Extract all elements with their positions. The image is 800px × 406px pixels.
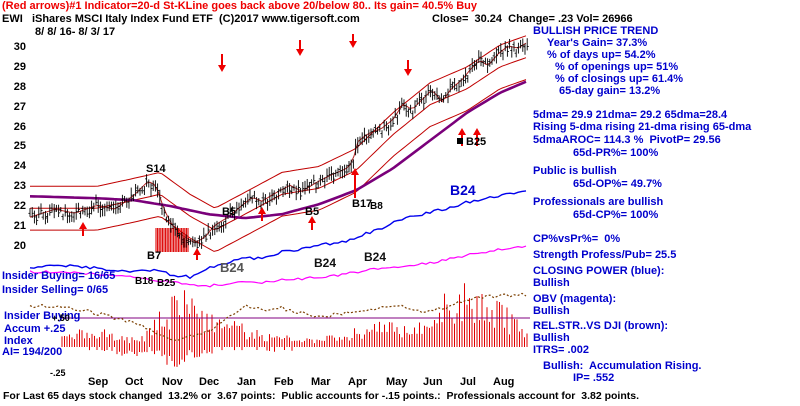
indicator-label: Accum +.25 — [4, 323, 66, 335]
month-tick-label: Feb — [274, 376, 294, 388]
month-tick-label: Mar — [311, 376, 331, 388]
indicator-label: AI= 194/200 — [2, 346, 63, 358]
stats-line: ITRS= .002 — [533, 344, 589, 356]
signal-label-b5: B5 — [305, 206, 320, 218]
signal-label-b25: B25 — [466, 136, 487, 148]
signal-label-s14: S14 — [146, 163, 166, 175]
signal-label-b8: B8 — [370, 201, 383, 212]
stats-line: 5dmaAROC= 114.3 % PivotP= 29.56 — [533, 134, 721, 146]
stats-line: CP%vsPr%= 0% — [533, 233, 621, 245]
signal-label-b24: B24 — [450, 182, 476, 198]
footer-summary: For Last 65 days stock changed 13.2% or … — [3, 390, 639, 402]
stats-line: 65d-OP%= 49.7% — [573, 178, 662, 190]
stats-line: IP= .552 — [573, 372, 615, 384]
stats-line: BULLISH PRICE TREND — [533, 25, 659, 37]
month-tick-label: Sep — [88, 376, 109, 388]
stats-line: OBV (magenta): — [533, 293, 617, 305]
stats-line: Bullish — [533, 277, 570, 289]
stats-line: Bullish: Accumulation Rising. — [543, 360, 702, 372]
stats-line: % of days up= 54.2% — [547, 49, 656, 61]
signal-label-b7: B7 — [147, 250, 162, 262]
price-tick-label: 26 — [13, 121, 26, 133]
stats-line: Public is bullish — [533, 165, 617, 177]
date-range: 8/ 8/ 16- 8/ 3/ 17 — [35, 26, 116, 38]
indicator-label: -.25 — [50, 368, 66, 378]
indicator-label: +.50 — [52, 313, 70, 323]
month-tick-label: Aug — [493, 376, 515, 388]
indicator-label: Index — [4, 335, 33, 347]
stats-line: CLOSING POWER (blue): — [533, 265, 665, 277]
stats-line: Year's Gain= 37.3% — [547, 37, 648, 49]
indicator-label: Insider Buying= 16/65 — [2, 270, 116, 282]
month-tick-label: Oct — [125, 376, 144, 388]
ticker-title: EWI iShares MSCI Italy Index Fund ETF (C… — [2, 13, 360, 25]
price-tick-label: 24 — [13, 160, 26, 172]
price-tick-label: 27 — [13, 101, 26, 113]
month-tick-label: May — [386, 376, 408, 388]
price-tick-label: 29 — [13, 61, 26, 73]
stats-line: 65-day gain= 13.2% — [559, 85, 661, 97]
price-tick-label: 20 — [13, 240, 26, 252]
signal-label-b5: B5 — [222, 206, 237, 218]
stats-line: 5dma= 29.9 21dma= 29.2 65dma=28.4 — [533, 109, 728, 121]
month-tick-label: Nov — [162, 376, 183, 388]
price-tick-label: 25 — [13, 140, 26, 152]
signal-label-b18: B18 — [135, 276, 154, 287]
stats-line: Rising 5-dma rising 21-dma rising 65-dma — [533, 121, 752, 133]
indicator-label: Insider Selling= 0/65 — [2, 284, 109, 296]
month-tick-label: Jan — [237, 376, 256, 388]
stats-line: 65d-PR%= 100% — [573, 147, 659, 159]
stats-line: Bullish — [533, 305, 570, 317]
stats-line: REL.STR..VS DJI (brown): — [533, 320, 669, 332]
stats-line: Professionals are bullish — [533, 196, 664, 208]
signal-label-b25: B25 — [157, 278, 176, 289]
stats-line: 65d-CP%= 100% — [573, 209, 659, 221]
month-tick-label: Dec — [199, 376, 220, 388]
month-tick-label: Jul — [460, 376, 476, 388]
stats-line: Bullish — [533, 332, 570, 344]
signal-label-b24: B24 — [314, 256, 337, 270]
stats-line: % of closings up= 61.4% — [555, 73, 684, 85]
signal-label-b24: B24 — [220, 260, 244, 275]
price-tick-label: 28 — [13, 81, 26, 93]
indicator-label: Insider Buying — [4, 310, 81, 322]
price-tick-label: 23 — [13, 180, 26, 192]
price-tick-label: 21 — [13, 220, 26, 232]
month-tick-label: Apr — [348, 376, 367, 388]
month-tick-label: Jun — [423, 376, 443, 388]
signal-label-b24: B24 — [364, 250, 387, 264]
quote-summary: Close= 30.24 Change= .23 Vol= 26966 — [432, 13, 633, 25]
price-tick-label: 22 — [13, 200, 26, 212]
stats-line: Strength Profess/Pub= 25.5 — [533, 249, 677, 261]
indicator-headline: (Red arrows)#1 Indicator=20-d St-KLine g… — [2, 0, 477, 12]
stats-line: % of openings up= 51% — [555, 61, 679, 73]
signal-label-b17: B17 — [352, 198, 373, 210]
price-tick-label: 30 — [13, 41, 26, 53]
